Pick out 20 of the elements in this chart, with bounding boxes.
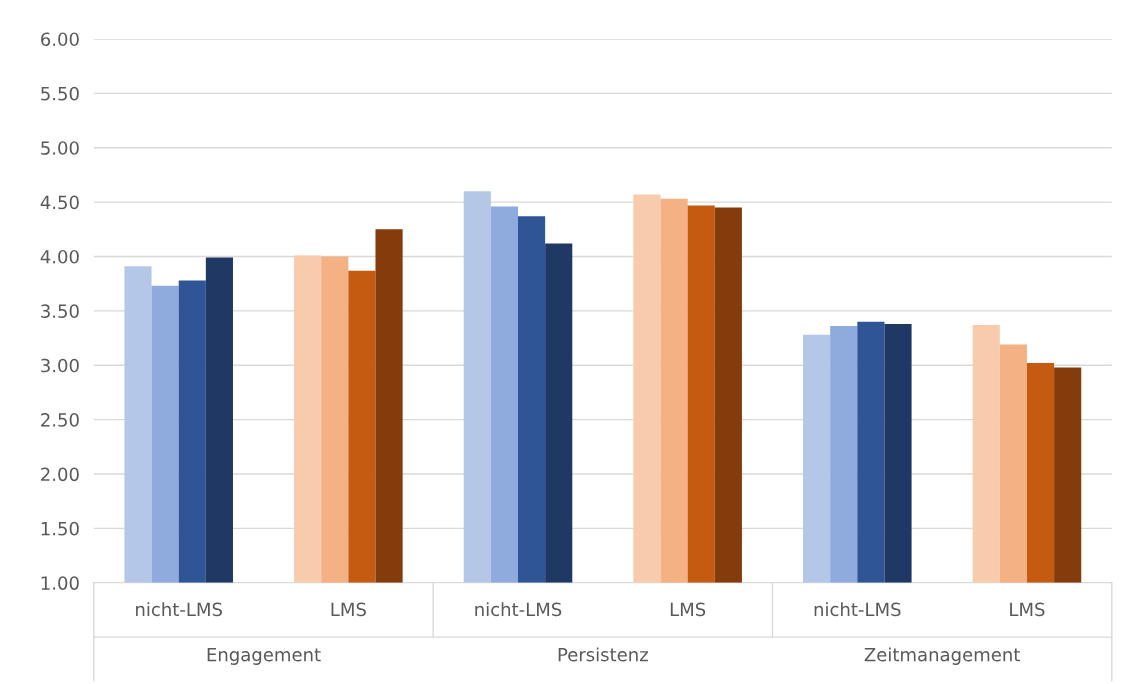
text: Engagement [207, 648, 321, 665]
text: Persistenz [558, 647, 648, 662]
y-tick-label: 1.00 [41, 576, 79, 590]
x-tick-label: LMS [1010, 602, 1045, 617]
x-tick-label: nicht-LMS [136, 602, 222, 617]
y-tick-label: 4.50 [40, 195, 79, 210]
x-tick-label: nicht-LMS [814, 602, 901, 617]
y-tick-label: 3.00 [41, 358, 79, 373]
x-tick-label: nicht-LMS [475, 602, 562, 617]
y-tick-label: 2.50 [41, 413, 79, 427]
x-tick-label: LMS [331, 602, 366, 617]
text: Zeitmanagement [864, 647, 1020, 665]
y-tick-label: 4.00 [40, 249, 79, 264]
y-tick-label: 5.50 [41, 86, 79, 101]
y-tick-label: 3.50 [41, 304, 79, 318]
x-tick-label: LMS [670, 602, 706, 617]
y-tick-label: 2.00 [41, 467, 79, 482]
y-tick-label: 6.00 [41, 32, 79, 47]
y-tick-label: 1.50 [41, 521, 79, 536]
y-tick-label: 5.00 [41, 141, 79, 155]
